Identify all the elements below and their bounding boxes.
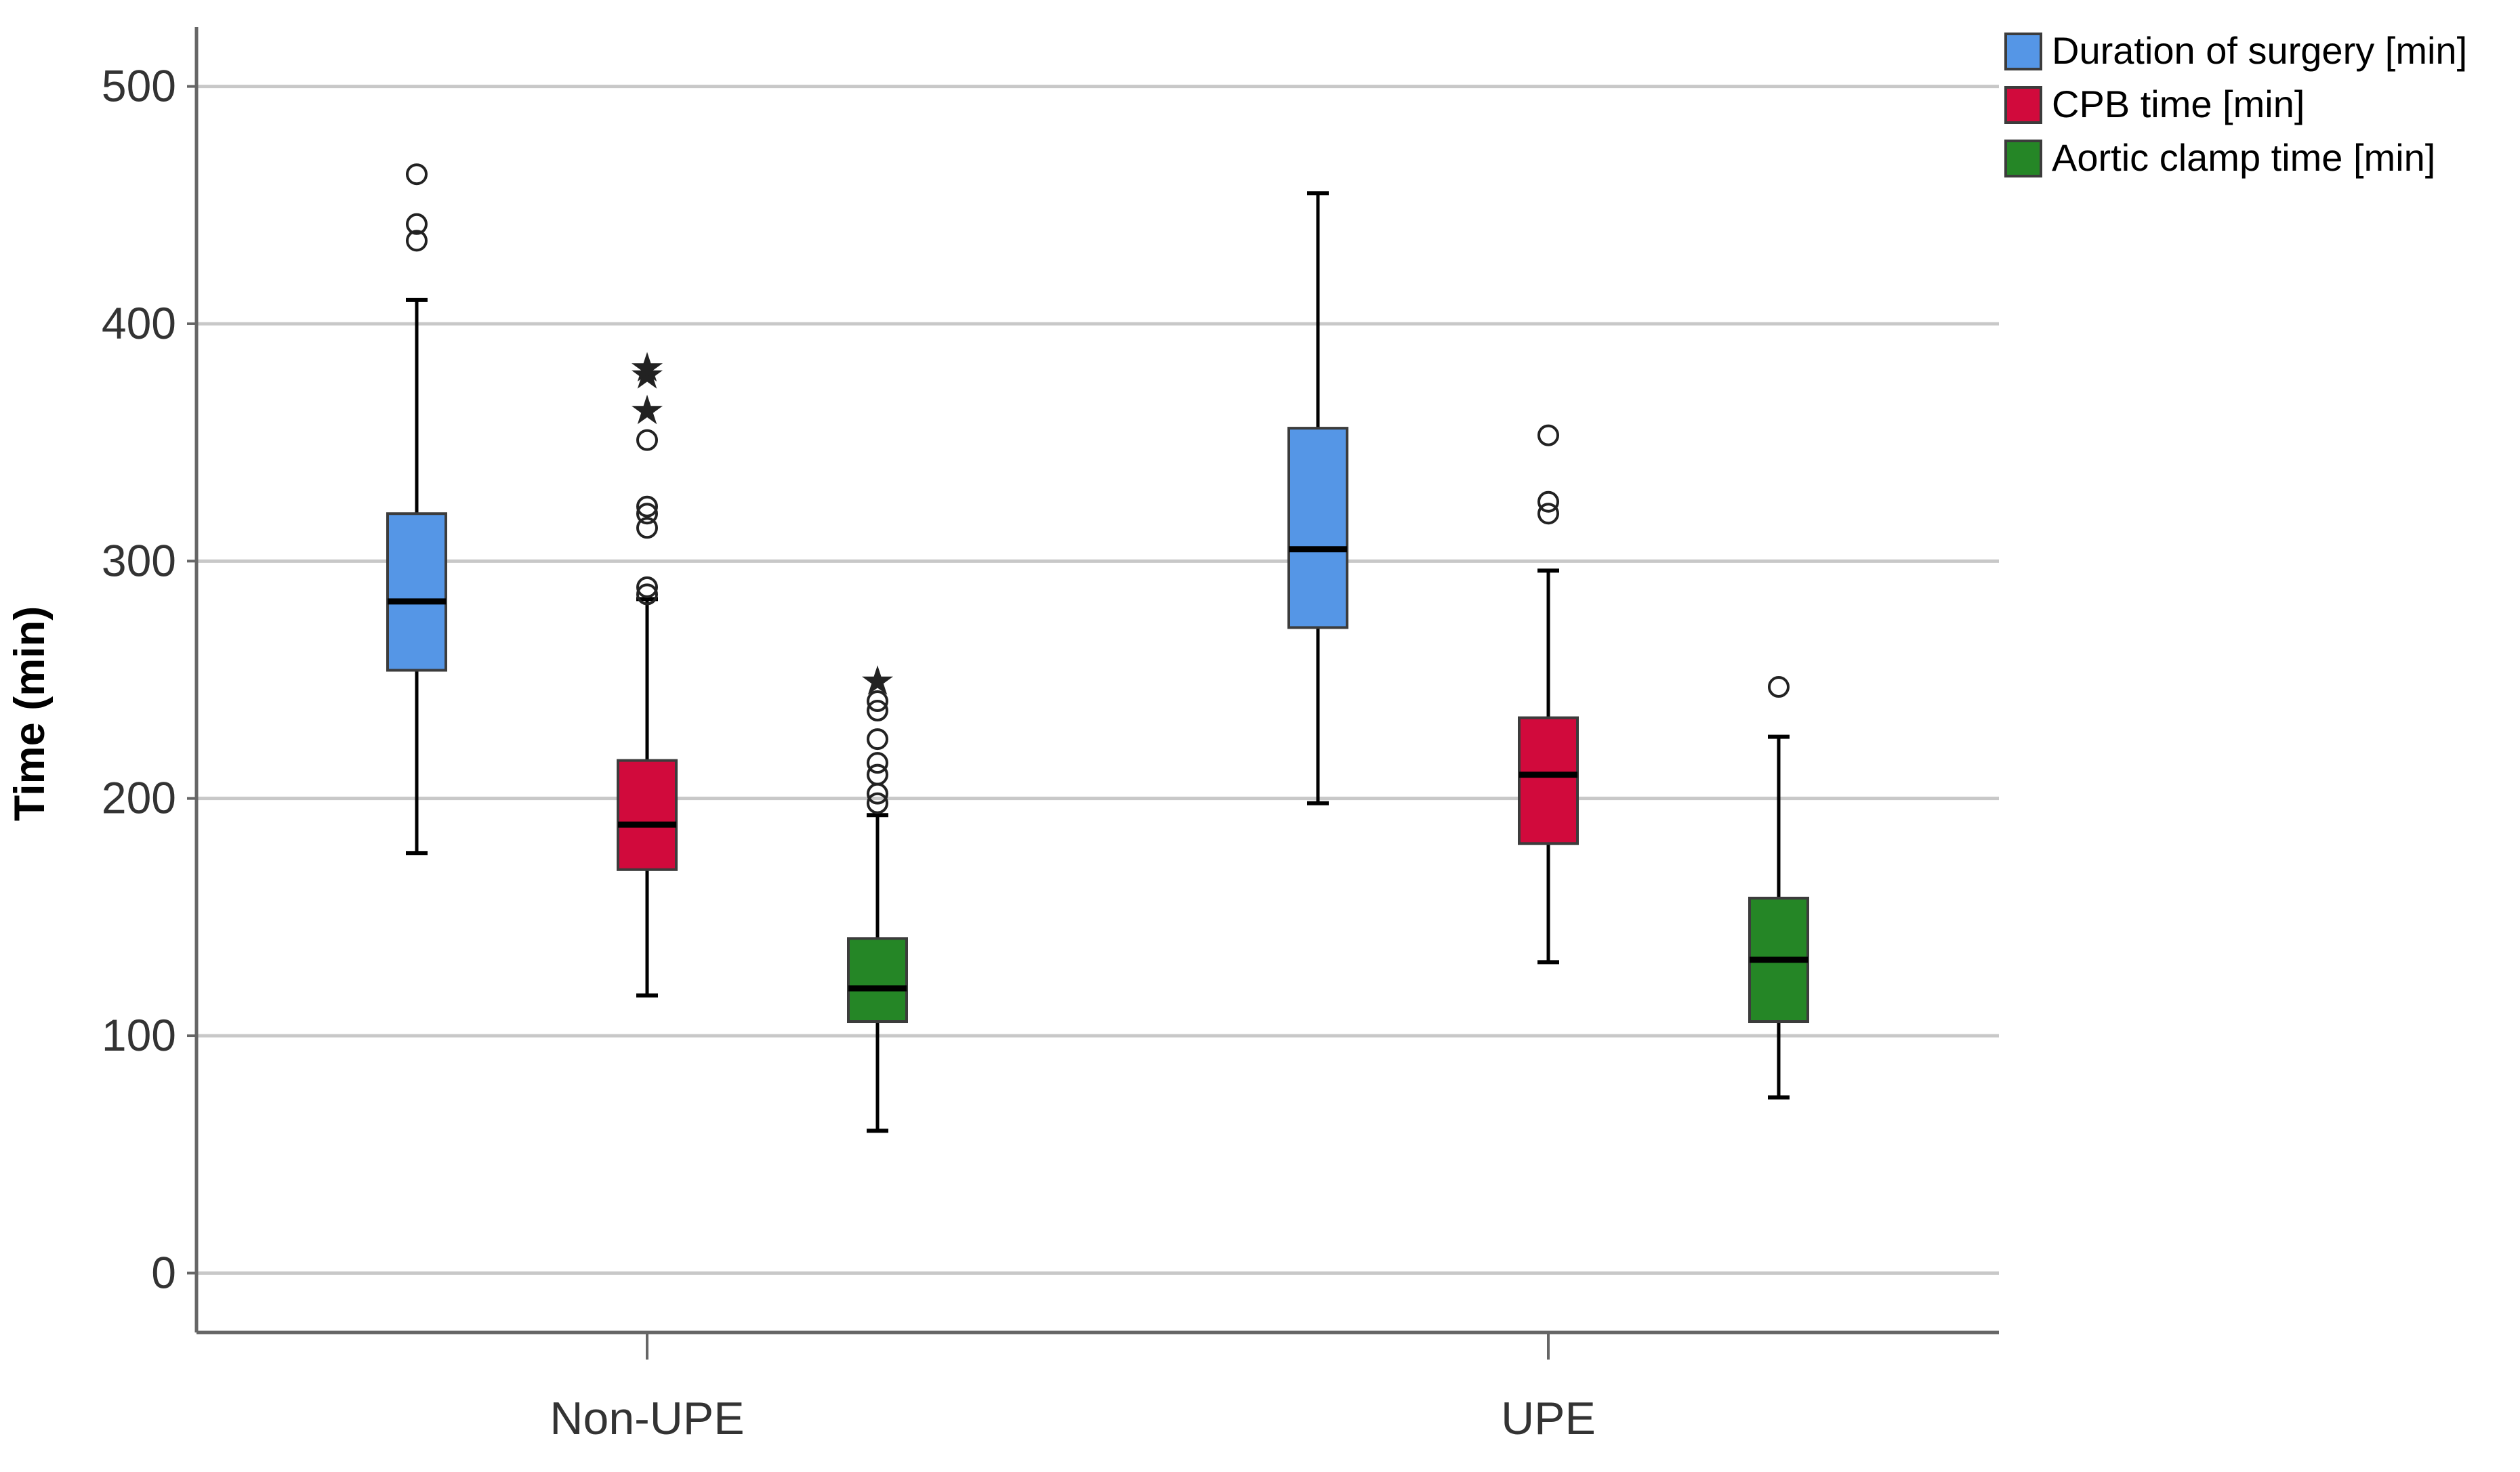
box-1-3: ★ [847,658,908,1133]
outlier-point [1537,424,1559,446]
legend-item: CPB time [min] [2004,83,2305,125]
box-2-3 [1748,676,1809,1100]
outlier-point [406,213,428,235]
extreme-point: ★ [629,387,665,433]
legend: Duration of surgery [min] CPB time [min] A… [2004,29,2467,179]
box-iqr [847,937,908,1024]
box-1-1 [386,163,447,856]
axes: 0 100 200 300 400 500 Non-UPE UPE [102,27,1999,1444]
y-axis-label: Time (min) [6,606,54,821]
box-2-2 [1518,424,1579,965]
y-tick-label: 0 [151,1247,176,1297]
legend-item: Duration of surgery [min] [2004,29,2467,72]
box-iqr [386,512,447,672]
legend-label: CPB time [min] [2052,83,2305,125]
outlier-point [636,583,658,606]
box-iqr [617,759,678,871]
outlier-point [867,752,888,774]
box-1-2: ★★★ [617,345,678,998]
box-iqr [1518,716,1579,845]
gridlines [197,85,1999,1275]
outlier-point [867,700,888,722]
x-tick-label: Non-UPE [550,1393,744,1444]
legend-item: Aortic clamp time [min] [2004,136,2435,179]
outlier-point [867,792,888,814]
y-tick-label: 500 [102,61,176,111]
outlier-point [1537,490,1559,513]
y-tick-label: 300 [102,535,176,585]
outlier-point [867,763,888,786]
outlier-point [636,576,658,598]
legend-swatch [2004,140,2042,177]
extreme-point: ★ [629,352,665,398]
x-tick-label: UPE [1501,1393,1596,1444]
y-tick-label: 200 [102,773,176,823]
outlier-point [636,495,658,518]
outlier-point [406,230,428,252]
outlier-point [867,690,888,713]
outlier-point [1768,676,1790,698]
extreme-point: ★ [859,658,896,704]
legend-swatch [2004,86,2042,124]
box-2-1 [1287,191,1348,805]
extreme-point: ★ [629,345,665,390]
outlier-point [636,429,658,451]
y-tick-label: 400 [102,298,176,348]
outlier-point [636,503,658,525]
outlier-point [636,517,658,539]
legend-swatch [2004,33,2042,70]
y-tick-label: 100 [102,1010,176,1060]
outlier-point [1537,503,1559,525]
outlier-point [406,163,428,186]
box-iqr [1287,427,1348,629]
outlier-point [867,728,888,751]
legend-label: Aortic clamp time [min] [2052,136,2435,179]
boxes: ★★★★ [386,163,1809,1133]
legend-label: Duration of surgery [min] [2052,29,2467,72]
